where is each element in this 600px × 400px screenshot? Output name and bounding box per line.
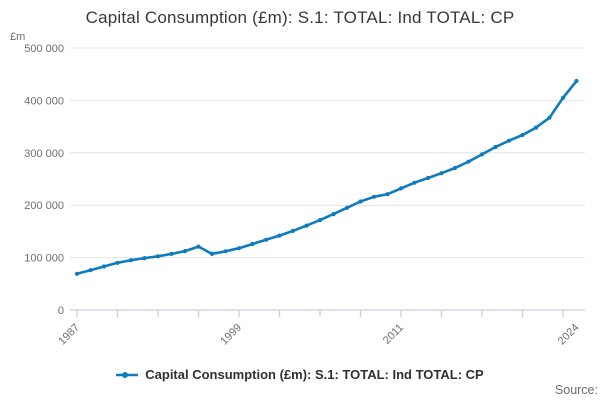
data-point[interactable] <box>520 132 525 138</box>
data-point[interactable] <box>277 233 282 238</box>
svg-text:100 000: 100 000 <box>24 253 64 265</box>
data-point[interactable] <box>155 254 161 259</box>
data-point[interactable] <box>371 194 377 199</box>
data-point[interactable] <box>398 186 404 191</box>
svg-text:1987: 1987 <box>56 322 82 348</box>
y-tick-labels: 0 100 000 200 000 300 000 400 000 500 000 <box>24 43 64 317</box>
y-gridlines <box>70 47 585 259</box>
data-point[interactable] <box>263 237 269 242</box>
data-point[interactable] <box>250 241 255 247</box>
svg-text:400 000: 400 000 <box>24 95 64 107</box>
data-point[interactable] <box>425 175 431 181</box>
svg-text:1999: 1999 <box>218 322 244 348</box>
series-line[interactable] <box>75 79 578 276</box>
data-point[interactable] <box>479 152 485 157</box>
data-point[interactable] <box>385 192 390 197</box>
data-point[interactable] <box>142 256 147 261</box>
source-note: Source: <box>554 383 598 397</box>
data-point[interactable] <box>196 244 201 249</box>
data-point[interactable] <box>466 159 471 164</box>
data-point[interactable] <box>223 249 228 254</box>
data-point[interactable] <box>290 228 296 233</box>
data-point[interactable] <box>304 223 309 228</box>
data-point[interactable] <box>209 251 215 256</box>
x-axis <box>70 309 585 317</box>
data-point[interactable] <box>128 258 134 263</box>
data-point[interactable] <box>560 95 566 100</box>
svg-text:2011: 2011 <box>381 322 406 347</box>
chart-title: Capital Consumption (£m): S.1: TOTAL: In… <box>85 8 515 27</box>
data-point[interactable] <box>182 249 188 254</box>
data-point[interactable] <box>412 180 417 185</box>
y-axis-unit-label: £m <box>10 31 26 43</box>
data-point[interactable] <box>439 171 444 176</box>
x-tick-labels: 1987 1999 2011 2024 <box>56 322 581 348</box>
data-point[interactable] <box>493 144 498 150</box>
data-point[interactable] <box>344 205 350 210</box>
legend-series-label: Capital Consumption (£m): S.1: TOTAL: In… <box>145 367 484 382</box>
data-point[interactable] <box>74 271 80 276</box>
series-points[interactable] <box>74 78 579 276</box>
svg-text:2024: 2024 <box>556 322 582 348</box>
data-point[interactable] <box>317 218 323 223</box>
legend[interactable]: Capital Consumption (£m): S.1: TOTAL: In… <box>0 367 600 382</box>
data-point[interactable] <box>574 78 579 84</box>
data-point[interactable] <box>88 268 93 273</box>
data-point[interactable] <box>115 260 120 265</box>
data-point[interactable] <box>358 199 363 204</box>
data-point[interactable] <box>101 264 107 269</box>
plot-area[interactable]: 0 100 000 200 000 300 000 400 000 500 000 1987… <box>0 0 600 348</box>
data-point[interactable] <box>533 125 539 130</box>
svg-text:0: 0 <box>58 305 64 317</box>
legend-line-marker-icon <box>116 371 139 378</box>
data-point[interactable] <box>452 165 458 171</box>
svg-text:300 000: 300 000 <box>24 148 64 160</box>
data-point[interactable] <box>331 212 336 217</box>
data-point[interactable] <box>169 251 174 256</box>
data-point[interactable] <box>236 246 242 251</box>
svg-text:500 000: 500 000 <box>24 43 64 55</box>
data-point[interactable] <box>547 115 552 120</box>
svg-text:200 000: 200 000 <box>24 200 64 212</box>
data-point[interactable] <box>506 138 512 143</box>
